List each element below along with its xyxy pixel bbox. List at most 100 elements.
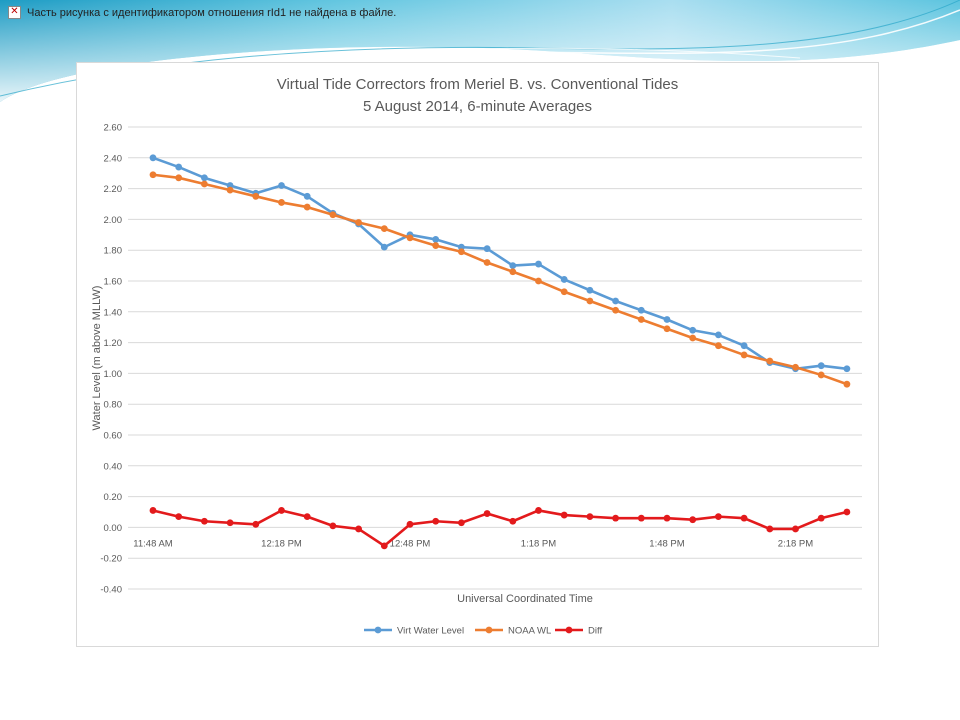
data-point (689, 326, 697, 334)
x-tick-label: 2:18 PM (778, 538, 813, 549)
data-point (740, 351, 748, 359)
legend-label: Virt Water Level (397, 626, 464, 637)
x-tick-label: 1:48 PM (649, 538, 684, 549)
data-point (586, 513, 594, 521)
data-point (766, 525, 774, 533)
data-point (303, 192, 311, 200)
x-tick-label: 12:48 PM (390, 538, 431, 549)
y-tick-label: 0.80 (104, 400, 123, 411)
data-point (226, 519, 234, 527)
series-line-1 (152, 173, 848, 386)
data-point (483, 259, 491, 266)
data-point (175, 163, 183, 171)
y-tick-label: 2.00 (104, 215, 123, 226)
data-point (612, 514, 619, 522)
data-point (355, 219, 362, 226)
data-point (509, 268, 517, 276)
data-point (252, 192, 260, 200)
y-tick-label: 1.00 (104, 369, 123, 380)
x-tick-label: 12:18 PM (261, 538, 302, 549)
data-point (278, 507, 285, 514)
series-line-2 (152, 509, 848, 548)
data-point (149, 154, 157, 162)
data-point (586, 286, 594, 294)
y-tick-label: 0.40 (104, 461, 123, 472)
data-point (458, 248, 465, 256)
y-tick-label: -0.20 (100, 554, 122, 565)
legend-marker (485, 626, 493, 634)
broken-image-notice: ✕ Часть рисунка с идентификатором отноше… (8, 6, 396, 19)
data-point (637, 306, 645, 314)
data-point (637, 316, 645, 323)
data-point (535, 277, 542, 285)
data-point (329, 211, 337, 219)
y-tick-label: 1.80 (104, 246, 123, 257)
data-point (792, 363, 799, 371)
y-tick-label: 0.00 (104, 523, 123, 534)
y-tick-label: 2.60 (104, 123, 123, 134)
data-point (201, 180, 208, 188)
data-point (483, 245, 491, 253)
data-point (432, 242, 440, 249)
data-point (201, 174, 208, 182)
data-point (329, 522, 337, 530)
data-point (278, 199, 285, 206)
data-point (663, 514, 671, 522)
data-point (175, 513, 183, 521)
data-point (586, 297, 594, 305)
data-point (226, 186, 234, 194)
broken-image-icon: ✕ (8, 6, 21, 19)
data-point (380, 243, 388, 251)
data-point (715, 331, 722, 339)
y-tick-label: -0.40 (100, 585, 122, 596)
data-point (715, 513, 722, 521)
y-tick-label: 1.40 (104, 307, 123, 318)
y-tick-label: 2.40 (104, 153, 123, 164)
data-point (380, 542, 388, 550)
legend-label: NOAA WL (508, 626, 551, 637)
y-tick-label: 2.20 (104, 184, 123, 195)
data-point (560, 511, 568, 519)
data-point (817, 514, 825, 522)
legend-marker (565, 626, 573, 634)
chart-subtitle: 5 August 2014, 6-minute Averages (362, 98, 593, 115)
data-point (792, 525, 799, 533)
data-point (612, 306, 619, 314)
x-tick-label: 11:48 AM (133, 538, 173, 549)
data-point (149, 171, 157, 179)
data-point (766, 357, 774, 365)
data-point (509, 517, 517, 525)
legend-marker (374, 626, 382, 634)
data-point (612, 297, 619, 305)
data-point (817, 362, 825, 370)
data-point (843, 508, 851, 516)
data-point (303, 513, 311, 521)
series-line-0 (152, 156, 848, 371)
data-point (175, 174, 183, 182)
chart-title-block: Virtual Tide Correctors from Meriel B. v… (77, 74, 878, 118)
data-point (432, 236, 440, 243)
data-point (689, 516, 697, 524)
data-point (406, 520, 414, 528)
data-point (560, 288, 568, 296)
data-point (483, 510, 491, 517)
line-chart: 2.60 2.40 2.20 2.00 1.80 1.60 1.40 1.20 1.00 0.80… (91, 123, 862, 637)
y-axis-title: Water Level (m above MLLW) (91, 286, 103, 431)
data-point (843, 365, 851, 373)
data-point (740, 342, 748, 350)
data-point (535, 507, 542, 514)
chart-title: Virtual Tide Correctors from Meriel B. v… (276, 76, 679, 93)
y-tick-label: 0.20 (104, 492, 123, 503)
data-point (149, 507, 157, 514)
data-point (509, 262, 517, 269)
data-point (201, 517, 208, 525)
data-point (715, 342, 722, 350)
data-point (458, 519, 465, 527)
legend-label: Diff (588, 626, 602, 637)
data-point (843, 380, 851, 388)
data-point (817, 371, 825, 379)
data-point (380, 225, 388, 233)
y-tick-label: 0.60 (104, 431, 123, 442)
broken-image-text: Часть рисунка с идентификатором отношени… (27, 6, 397, 19)
data-point (689, 334, 697, 342)
